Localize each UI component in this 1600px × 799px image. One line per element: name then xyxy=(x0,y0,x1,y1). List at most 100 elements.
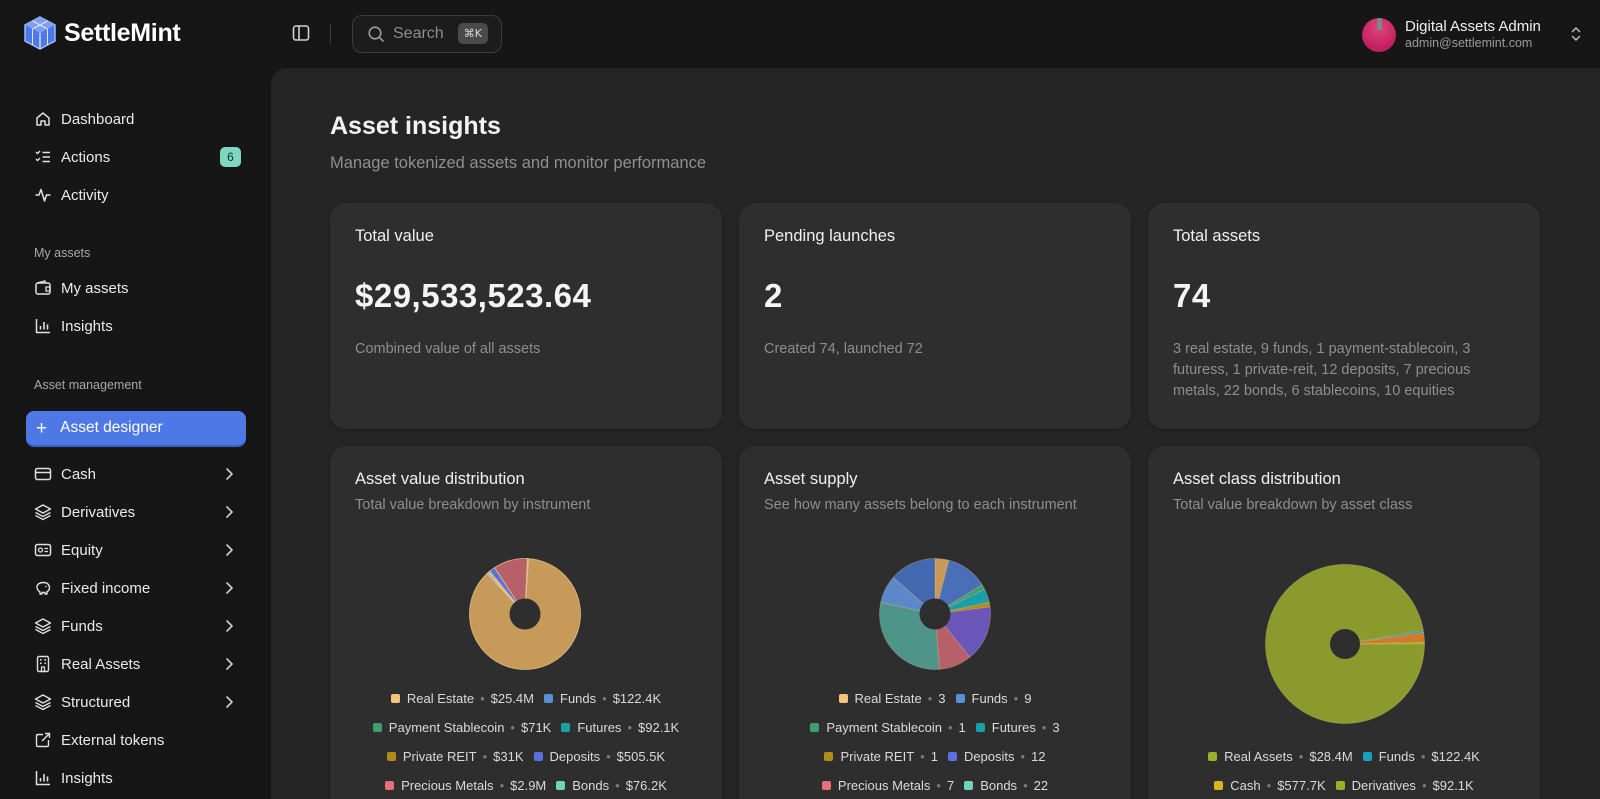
legend-item[interactable]: Payment Stablecoin • $71K xyxy=(372,720,551,735)
legend-row: Precious Metals • $2.9M Bonds • $76.2K xyxy=(330,778,722,793)
pie-slice-cash[interactable] xyxy=(1344,632,1425,645)
legend-label: Cash xyxy=(1230,778,1261,793)
legend-item[interactable]: Bonds • 22 xyxy=(964,778,1048,793)
legend-item[interactable]: Funds • $122.4K xyxy=(1362,749,1480,764)
legend-item[interactable]: Deposits • 12 xyxy=(947,749,1046,764)
legend-separator: • xyxy=(1013,691,1019,706)
legend-row: Precious Metals • 7 Bonds • 22 xyxy=(739,778,1131,793)
sidebar-item-external-tokens[interactable]: External tokens xyxy=(26,724,246,756)
legend-value: 7 xyxy=(946,778,955,793)
pie-slice-stablecoins[interactable] xyxy=(880,576,937,615)
sidebar-item-insights-secondary[interactable]: Insights xyxy=(26,762,246,794)
sidebar-item-my-assets[interactable]: My assets xyxy=(26,272,246,304)
legend-item[interactable]: Futures • 3 xyxy=(975,720,1060,735)
legend-item[interactable]: Futures • $92.1K xyxy=(561,720,679,735)
legend-item[interactable]: Real Assets • $28.4M xyxy=(1208,749,1353,764)
brand-logo[interactable]: SettleMint xyxy=(24,16,181,50)
chart-title: Asset supply xyxy=(764,470,858,488)
bar-chart-icon xyxy=(34,769,52,787)
legend-item[interactable]: Real Estate • $25.4M xyxy=(390,691,534,706)
pie-slice-funds[interactable] xyxy=(934,559,983,615)
legend-item[interactable]: Precious Metals • 7 xyxy=(821,778,955,793)
sidebar-item-dashboard[interactable]: Dashboard xyxy=(26,103,246,135)
section-label-my-assets: My assets xyxy=(34,246,91,260)
legend-swatch xyxy=(810,723,820,732)
pie-chart[interactable] xyxy=(878,557,992,671)
sidebar-toggle-button[interactable] xyxy=(292,24,312,44)
stat-card-pending-launches: Pending launches 2 Created 74, launched … xyxy=(739,203,1131,429)
sidebar-item-structured[interactable]: Structured xyxy=(26,686,246,718)
pie-slice-precious-metals[interactable] xyxy=(934,612,971,670)
search-placeholder: Search xyxy=(393,25,444,42)
sidebar-item-fixed-income[interactable]: Fixed income xyxy=(26,572,246,604)
legend-item[interactable]: Funds • 9 xyxy=(955,691,1031,706)
legend-swatch xyxy=(1208,752,1218,761)
sidebar-item-label: My assets xyxy=(61,279,129,297)
sidebar-item-equity[interactable]: Equity xyxy=(26,534,246,566)
legend-separator: • xyxy=(1421,778,1427,793)
sidebar-item-label: Insights xyxy=(61,769,113,787)
legend-item[interactable]: Private REIT • $31K xyxy=(386,749,524,764)
legend-item[interactable]: Derivatives • $92.1K xyxy=(1335,778,1474,793)
chevron-right-icon xyxy=(226,658,234,670)
pie-slice-funds[interactable] xyxy=(1344,630,1425,645)
legend-swatch xyxy=(372,723,382,732)
user-menu[interactable]: Digital Assets Admin admin@settlemint.co… xyxy=(1362,15,1582,55)
sidebar-item-derivatives[interactable]: Derivatives xyxy=(26,496,246,528)
legend-label: Real Assets xyxy=(1224,749,1293,764)
legend-item[interactable]: Deposits • $505.5K xyxy=(533,749,665,764)
legend-separator: • xyxy=(947,720,953,735)
legend-item[interactable]: Private REIT • 1 xyxy=(824,749,938,764)
legend-value: $25.4M xyxy=(490,691,534,706)
pie-slice-derivatives[interactable] xyxy=(1344,642,1425,645)
sidebar-item-label: Fixed income xyxy=(61,579,151,597)
chevron-right-icon xyxy=(226,620,234,632)
legend-item[interactable]: Real Estate • 3 xyxy=(838,691,946,706)
card-title: Total assets xyxy=(1173,227,1261,245)
plus-icon: + xyxy=(36,417,48,439)
legend-label: Real Estate xyxy=(406,691,475,706)
card-value: 74 xyxy=(1173,277,1211,314)
sidebar-item-activity[interactable]: Activity xyxy=(26,179,246,211)
search-icon xyxy=(368,26,384,42)
legend-item[interactable]: Payment Stablecoin • 1 xyxy=(810,720,966,735)
sidebar-item-insights[interactable]: Insights xyxy=(26,310,246,342)
sidebar-item-funds[interactable]: Funds xyxy=(26,610,246,642)
sidebar-item-label: Dashboard xyxy=(61,110,135,128)
legend-value: $76.2K xyxy=(625,778,667,793)
pie-chart[interactable] xyxy=(468,557,582,671)
sidebar-item-label: External tokens xyxy=(61,731,165,749)
card-description: 3 real estate, 9 funds, 1 payment-stable… xyxy=(1173,341,1471,399)
pie-slice-equities[interactable] xyxy=(892,558,936,615)
chevron-right-icon xyxy=(226,544,234,556)
legend-item[interactable]: Precious Metals • $2.9M xyxy=(385,778,546,793)
legend-item[interactable]: Funds • $122.4K xyxy=(544,691,661,706)
legend-row: Private REIT • $31K Deposits • $505.5K xyxy=(330,749,722,764)
legend-separator: • xyxy=(1023,778,1028,793)
sidebar-item-cash[interactable]: Cash xyxy=(26,458,246,490)
sidebar-item-label: Equity xyxy=(61,541,103,559)
pie-center-hole xyxy=(1330,629,1360,659)
sidebar-item-real-assets[interactable]: Real Assets xyxy=(26,648,246,680)
chevrons-up-down-icon xyxy=(1571,26,1581,42)
legend-row: Payment Stablecoin • $71K Futures • $92.1K xyxy=(330,720,722,735)
id-card-icon xyxy=(34,541,52,559)
search-input[interactable]: Search ⌘K xyxy=(352,15,502,53)
legend-separator: • xyxy=(1298,749,1304,764)
legend-swatch xyxy=(838,694,848,703)
chevron-right-icon xyxy=(226,582,234,594)
legend-item[interactable]: Bonds • $76.2K xyxy=(556,778,667,793)
legend-item[interactable]: Cash • $577.7K xyxy=(1214,778,1326,793)
pie-chart[interactable] xyxy=(1264,563,1426,725)
legend-separator: • xyxy=(510,720,515,735)
sidebar-item-actions[interactable]: Actions 6 xyxy=(26,141,246,173)
asset-designer-button[interactable]: + Asset designer xyxy=(26,411,246,445)
sidebar-item-label: Funds xyxy=(61,617,103,635)
layers-icon xyxy=(34,617,52,635)
legend-row: Real Estate • $25.4M Funds • $122.4K xyxy=(330,691,722,706)
brand-name: SettleMint xyxy=(64,18,181,47)
legend-label: Derivatives xyxy=(1351,778,1416,793)
legend-separator: • xyxy=(936,778,941,793)
chart-card-asset-supply: Asset supply See how many assets belong … xyxy=(739,446,1131,799)
piggy-bank-icon xyxy=(34,579,52,597)
